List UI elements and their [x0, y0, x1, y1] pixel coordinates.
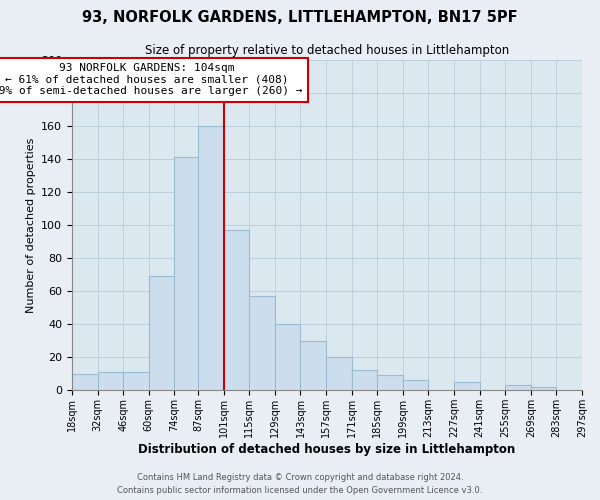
Bar	[505, 385, 531, 390]
Bar	[454, 382, 479, 390]
Bar	[377, 375, 403, 390]
Y-axis label: Number of detached properties: Number of detached properties	[26, 138, 35, 312]
Text: 93 NORFOLK GARDENS: 104sqm
← 61% of detached houses are smaller (408)
39% of sem: 93 NORFOLK GARDENS: 104sqm ← 61% of deta…	[0, 64, 302, 96]
Title: Size of property relative to detached houses in Littlehampton: Size of property relative to detached ho…	[145, 44, 509, 58]
Bar	[403, 380, 428, 390]
Bar	[98, 372, 123, 390]
Bar	[326, 357, 352, 390]
Bar	[72, 374, 98, 390]
Bar	[352, 370, 377, 390]
Bar	[198, 126, 224, 390]
Bar	[149, 276, 175, 390]
Text: 93, NORFOLK GARDENS, LITTLEHAMPTON, BN17 5PF: 93, NORFOLK GARDENS, LITTLEHAMPTON, BN17…	[82, 10, 518, 25]
Bar	[123, 372, 149, 390]
Text: Contains HM Land Registry data © Crown copyright and database right 2024.
Contai: Contains HM Land Registry data © Crown c…	[118, 474, 482, 495]
Bar	[531, 386, 556, 390]
Bar	[175, 158, 198, 390]
Bar	[301, 340, 326, 390]
Bar	[250, 296, 275, 390]
X-axis label: Distribution of detached houses by size in Littlehampton: Distribution of detached houses by size …	[139, 442, 515, 456]
Bar	[224, 230, 250, 390]
Bar	[275, 324, 301, 390]
